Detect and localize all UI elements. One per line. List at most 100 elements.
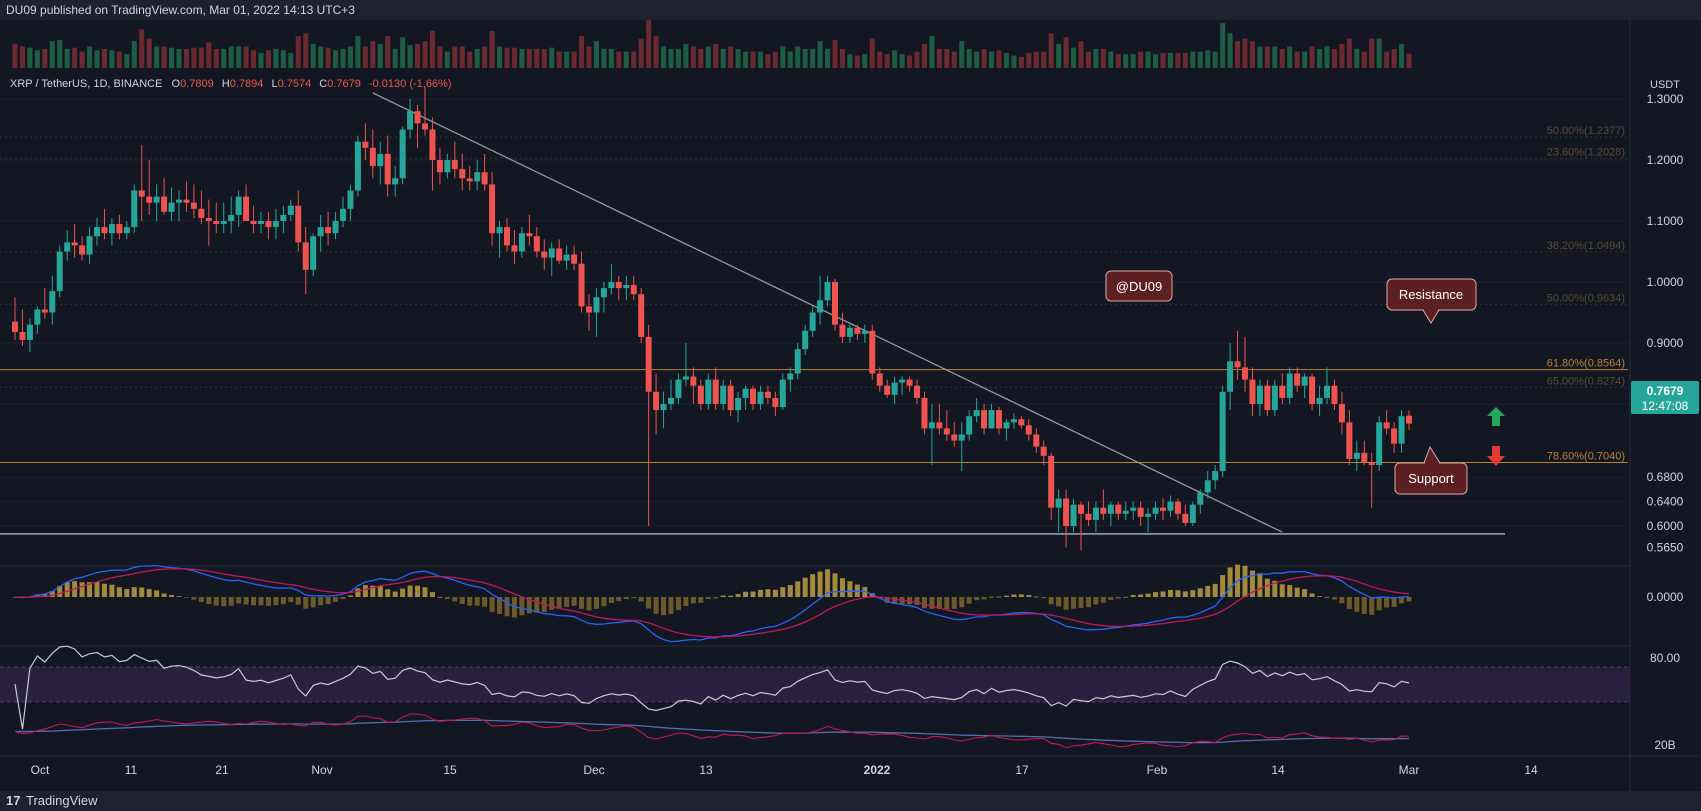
candle-body bbox=[481, 172, 488, 185]
volume-bar bbox=[34, 50, 40, 68]
macd-histogram-bar bbox=[862, 586, 868, 597]
volume-bar bbox=[974, 51, 980, 68]
candle-body bbox=[1212, 471, 1219, 481]
macd-histogram-bar bbox=[1160, 591, 1166, 597]
volume-bar bbox=[795, 46, 801, 68]
volume-bar bbox=[273, 49, 279, 68]
macd-histogram-bar bbox=[1361, 597, 1367, 614]
macd-histogram-bar bbox=[787, 584, 793, 597]
time-tick-label: 15 bbox=[443, 763, 457, 777]
candle-body bbox=[1376, 422, 1383, 465]
candle-body bbox=[250, 221, 257, 225]
candle-body bbox=[824, 282, 831, 301]
macd-histogram-bar bbox=[459, 597, 465, 604]
macd-histogram-bar bbox=[1205, 585, 1211, 597]
macd-histogram-bar bbox=[914, 597, 920, 605]
candle-body bbox=[533, 236, 540, 252]
candle-body bbox=[94, 227, 100, 237]
candle-body bbox=[757, 391, 764, 404]
candle-body bbox=[176, 199, 182, 203]
macd-histogram-bar bbox=[1227, 567, 1233, 597]
candle-body bbox=[123, 227, 130, 234]
volume-bar bbox=[914, 51, 920, 68]
volume-bar bbox=[996, 50, 1002, 68]
candle-body bbox=[608, 282, 615, 289]
macd-histogram-bar bbox=[825, 569, 831, 597]
volume-bar bbox=[42, 49, 48, 68]
legend-o-value: 0.7809 bbox=[180, 78, 214, 90]
macd-histogram-bar bbox=[996, 596, 1002, 598]
candle-body bbox=[846, 327, 853, 337]
volume-bar bbox=[675, 49, 681, 68]
candle-body bbox=[1078, 504, 1084, 514]
volume-bar bbox=[87, 46, 93, 68]
volume-bar bbox=[1220, 23, 1226, 68]
candle-body bbox=[369, 147, 376, 167]
volume-bar bbox=[936, 49, 942, 68]
macd-histogram-bar bbox=[57, 585, 63, 597]
candle-body bbox=[1204, 480, 1211, 493]
macd-histogram-bar bbox=[1264, 578, 1270, 597]
indicator-tick-label: 80.00 bbox=[1650, 651, 1680, 665]
candle-body bbox=[1227, 361, 1234, 392]
candle-body bbox=[1137, 507, 1144, 517]
candle-body bbox=[34, 309, 41, 325]
macd-histogram-bar bbox=[1197, 588, 1203, 597]
volume-bar bbox=[258, 52, 264, 68]
macd-histogram-bar bbox=[907, 597, 913, 605]
macd-histogram-bar bbox=[571, 597, 577, 606]
volume-bar bbox=[981, 49, 987, 68]
candle-body bbox=[347, 190, 354, 209]
volume-bar bbox=[318, 46, 324, 68]
volume-bar bbox=[1391, 49, 1397, 68]
macd-histogram-bar bbox=[318, 597, 324, 606]
fib-label: 65.00%(0.8274) bbox=[1547, 375, 1625, 387]
rsi-line bbox=[14, 645, 1410, 730]
volume-bar bbox=[1085, 51, 1091, 68]
candle-body bbox=[1264, 385, 1271, 411]
volume-bar bbox=[280, 50, 286, 68]
candle-body bbox=[1391, 428, 1398, 444]
volume-bar bbox=[1249, 41, 1255, 68]
trend-line bbox=[372, 92, 1283, 533]
macd-histogram-bar bbox=[608, 597, 614, 604]
brand-label: TradingView bbox=[26, 793, 98, 808]
candle-body bbox=[511, 245, 518, 252]
volume-bar bbox=[884, 54, 890, 68]
ohlc-legend: XRP / TetherUS, 1D, BINANCE O0.7809 H0.7… bbox=[10, 78, 452, 90]
macd-histogram-bar bbox=[936, 597, 942, 610]
candle-body bbox=[1294, 373, 1301, 386]
macd-histogram-bar bbox=[1287, 585, 1293, 597]
macd-histogram-bar bbox=[1167, 589, 1173, 597]
lower-indicator-panel bbox=[14, 713, 1410, 749]
volume-bar bbox=[243, 46, 249, 68]
macd-histogram-bar bbox=[1309, 593, 1315, 597]
fib-label: 61.80%(0.8564) bbox=[1547, 358, 1625, 370]
macd-histogram-bar bbox=[1182, 591, 1188, 597]
macd-histogram-bar bbox=[1376, 597, 1382, 611]
volume-bar bbox=[1354, 49, 1360, 68]
price-axis: 1.30001.20001.10001.00000.90000.80000.68… bbox=[1647, 92, 1684, 752]
macd-histogram-bar bbox=[154, 590, 160, 597]
candle-body bbox=[936, 422, 943, 429]
volume-bar bbox=[1287, 46, 1293, 68]
grid-lines bbox=[0, 98, 1630, 527]
candle-body bbox=[906, 379, 913, 386]
candle-body bbox=[429, 129, 436, 160]
time-tick-label: Feb bbox=[1147, 763, 1168, 777]
macd-histogram-bar bbox=[1003, 595, 1009, 597]
volume-bar bbox=[1279, 49, 1285, 68]
volume-bar bbox=[265, 50, 271, 68]
candle-body bbox=[750, 388, 756, 404]
macd-histogram-bar bbox=[347, 595, 353, 597]
support-callout: Support bbox=[1394, 445, 1468, 495]
macd-histogram-bar bbox=[288, 597, 294, 603]
price-chart[interactable]: 50.00%(1.2377) 23.60%(1.2028) 38.20%(1.049… bbox=[0, 20, 1701, 791]
macd-histogram-bar bbox=[452, 597, 458, 602]
candle-body bbox=[1018, 419, 1025, 426]
price-tick-label: 1.0000 bbox=[1647, 275, 1684, 289]
macd-histogram-bar bbox=[623, 597, 629, 599]
volume-bar bbox=[169, 47, 175, 68]
lower-value-line bbox=[14, 713, 1410, 749]
candle-body bbox=[340, 208, 346, 221]
